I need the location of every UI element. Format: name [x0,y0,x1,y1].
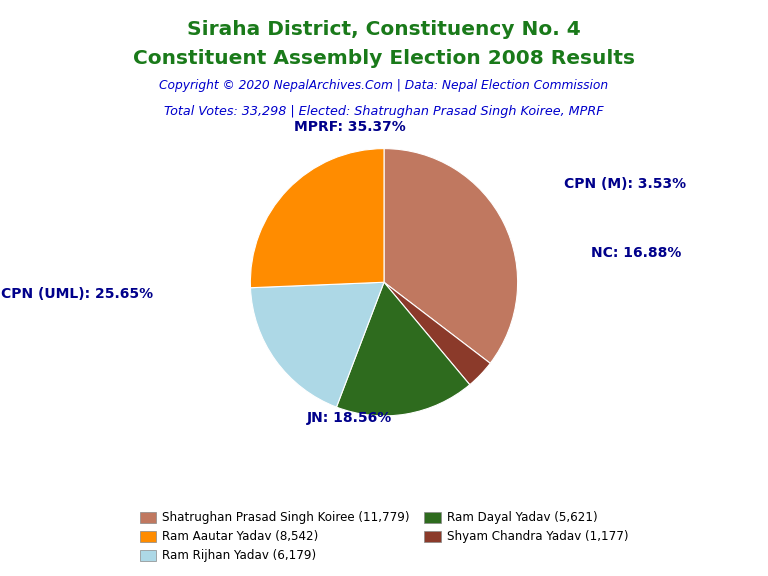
Text: Siraha District, Constituency No. 4: Siraha District, Constituency No. 4 [187,20,581,39]
Wedge shape [250,149,384,288]
Legend: Shatrughan Prasad Singh Koiree (11,779), Ram Aautar Yadav (8,542), Ram Rijhan Ya: Shatrughan Prasad Singh Koiree (11,779),… [135,507,633,567]
Text: Constituent Assembly Election 2008 Results: Constituent Assembly Election 2008 Resul… [133,49,635,68]
Text: CPN (UML): 25.65%: CPN (UML): 25.65% [1,287,153,301]
Text: Copyright © 2020 NepalArchives.Com | Data: Nepal Election Commission: Copyright © 2020 NepalArchives.Com | Dat… [160,79,608,93]
Wedge shape [384,149,518,363]
Text: Total Votes: 33,298 | Elected: Shatrughan Prasad Singh Koiree, MPRF: Total Votes: 33,298 | Elected: Shatrugha… [164,105,604,118]
Text: NC: 16.88%: NC: 16.88% [591,247,682,260]
Wedge shape [384,282,490,385]
Wedge shape [336,282,470,416]
Text: MPRF: 35.37%: MPRF: 35.37% [293,120,406,134]
Text: CPN (M): 3.53%: CPN (M): 3.53% [564,177,687,191]
Wedge shape [250,282,384,407]
Text: JN: 18.56%: JN: 18.56% [306,411,392,425]
